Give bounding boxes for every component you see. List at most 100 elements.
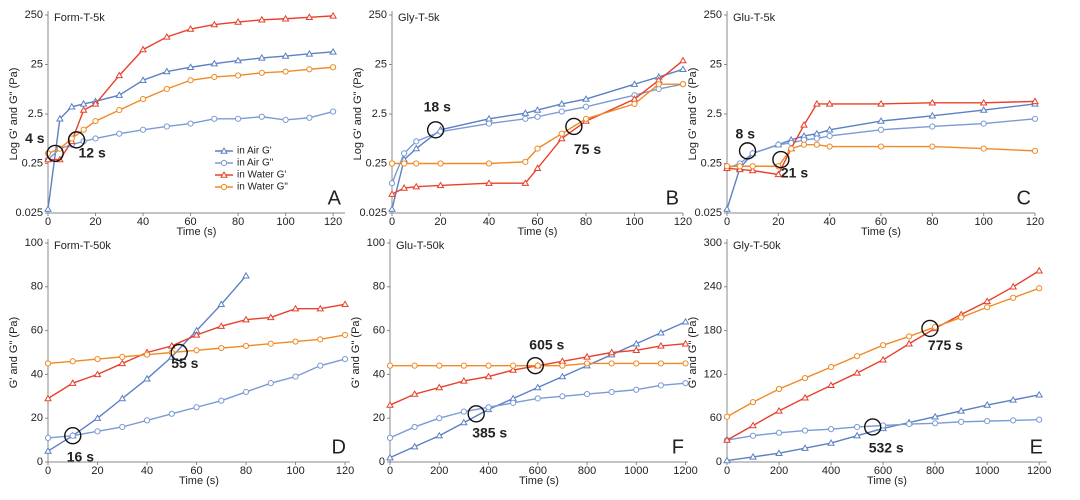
data-point <box>94 428 101 435</box>
y-tick-label: 120 <box>704 368 722 380</box>
data-point <box>522 158 529 165</box>
data-point <box>533 164 542 171</box>
data-point <box>559 362 566 369</box>
chart-title: Form-T-5k <box>54 12 105 24</box>
data-point <box>877 143 885 150</box>
crossover-marker <box>565 117 583 136</box>
data-point <box>210 20 219 28</box>
legend-marker <box>220 159 228 167</box>
series-line <box>726 270 1040 441</box>
x-axis-label: Time (s) <box>177 226 217 238</box>
x-tick-label: 400 <box>479 465 497 477</box>
crossover-marker <box>526 356 545 375</box>
data-point <box>341 331 349 339</box>
data-point <box>317 362 324 369</box>
data-point <box>388 160 396 167</box>
data-point <box>657 360 665 367</box>
data-point <box>583 352 591 360</box>
data-point <box>775 429 783 436</box>
legend-marker <box>220 146 228 154</box>
data-point <box>509 366 518 373</box>
data-point <box>413 138 420 145</box>
y-tick-label: 250 <box>369 9 387 21</box>
x-axis-label: Time (s) <box>518 226 558 238</box>
data-point <box>436 362 443 369</box>
x-tick-label: 0 <box>724 216 730 228</box>
data-point <box>979 106 988 113</box>
chart-title: Glu-T-5k <box>733 12 776 24</box>
y-tick-label: 100 <box>25 237 43 249</box>
data-point <box>187 120 194 127</box>
data-point <box>317 336 324 343</box>
panel-label: E <box>1030 436 1043 458</box>
x-tick-label: 0 <box>45 465 51 477</box>
data-point <box>119 353 126 360</box>
data-point <box>632 339 641 347</box>
data-point <box>1035 390 1044 398</box>
data-point <box>292 338 299 345</box>
data-point <box>92 135 99 142</box>
chart-title: Gly-T-5k <box>398 12 440 24</box>
data-point <box>258 69 265 76</box>
data-point <box>558 372 567 380</box>
y-tick-label: 60 <box>31 325 43 337</box>
data-point <box>410 442 419 450</box>
data-point <box>92 117 99 125</box>
x-tick-label: 800 <box>578 465 596 477</box>
data-point <box>341 355 349 363</box>
data-point <box>139 76 147 83</box>
y-tick-label: 0 <box>716 456 722 468</box>
panel: 0.025 0.25 2.5 25 250 0 20 40 60 80 100 120 Time (s)… <box>8 9 345 238</box>
panel: 0.025 0.25 2.5 25 250 0 20 40 60 80 100 120 Time (s)… <box>352 9 692 238</box>
data-point <box>681 317 690 325</box>
data-point <box>812 99 821 107</box>
data-point <box>1036 416 1043 423</box>
data-point <box>118 394 127 402</box>
data-point <box>534 362 541 369</box>
y-tick-label: 180 <box>704 325 722 337</box>
data-point <box>116 106 123 114</box>
data-point <box>826 132 833 140</box>
crossover-label: 8 s <box>736 126 756 142</box>
series-line <box>47 51 334 210</box>
data-point <box>436 415 443 422</box>
data-point <box>853 368 861 376</box>
y-axis-label: G' and G" (Pa) <box>8 317 20 388</box>
data-point <box>681 339 690 347</box>
data-point <box>775 141 782 148</box>
data-point <box>630 80 639 87</box>
legend-label: in Water G" <box>237 182 288 193</box>
x-tick-label: 0 <box>45 216 51 228</box>
data-point <box>984 304 991 311</box>
data-point <box>657 341 665 349</box>
data-point <box>582 95 590 102</box>
data-point <box>44 205 52 212</box>
data-point <box>558 130 565 137</box>
x-tick-label: 100 <box>974 216 992 228</box>
x-tick-label: 120 <box>674 216 692 228</box>
data-point <box>329 11 337 19</box>
data-point <box>682 360 689 367</box>
data-point <box>826 143 833 150</box>
series-line <box>391 68 684 210</box>
series-line <box>726 287 1040 418</box>
data-point <box>388 180 396 187</box>
y-tick-label: 40 <box>31 368 43 380</box>
data-point <box>877 126 885 133</box>
data-point <box>682 380 689 387</box>
data-point <box>813 141 820 148</box>
data-point <box>281 14 290 22</box>
y-tick-label: 250 <box>704 9 722 21</box>
data-point <box>400 183 408 191</box>
data-point <box>534 395 541 402</box>
data-point <box>386 453 394 461</box>
x-axis-label: Time (s) <box>861 226 901 238</box>
data-point <box>218 397 225 404</box>
data-point <box>723 205 731 212</box>
data-point <box>929 143 936 150</box>
data-point <box>118 359 127 367</box>
data-point <box>631 100 638 107</box>
data-point <box>80 126 87 133</box>
data-point <box>410 390 419 397</box>
